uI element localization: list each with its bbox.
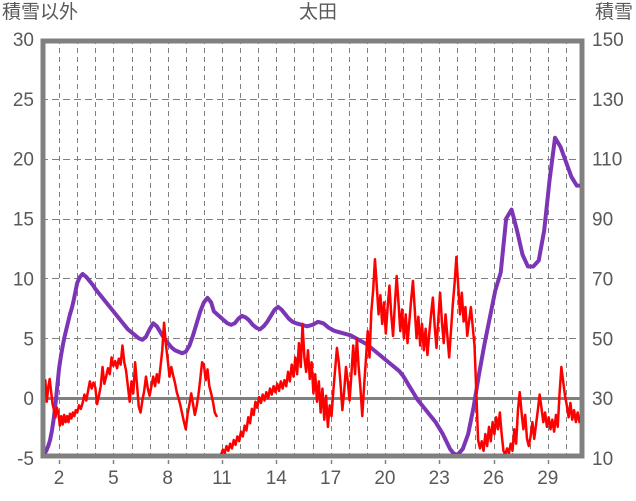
x-axis-tick-label: 23 [429, 468, 450, 489]
x-axis-tick-label: 2 [54, 468, 65, 489]
y2-axis-tick-label: 90 [592, 210, 613, 231]
x-axis-tick-label: 26 [483, 468, 504, 489]
y2-axis-tick-label: 30 [592, 389, 613, 410]
y2-axis-tick-label: 70 [592, 269, 613, 290]
y-axis-tick-label: 30 [13, 30, 34, 51]
x-axis-tick-label: 5 [108, 468, 119, 489]
y2-axis-tick-label: 10 [592, 449, 613, 470]
y-axis-tick-label: 15 [13, 210, 34, 231]
series-layer [45, 135, 580, 454]
x-axis-tick-label: 29 [537, 468, 558, 489]
x-axis-tick-label: 17 [320, 468, 341, 489]
grid-layer [41, 39, 584, 458]
x-axis-tick-label: 11 [212, 468, 232, 489]
y2-axis-tick-label: 150 [592, 30, 624, 51]
x-axis-tick-label: 20 [374, 468, 395, 489]
right-axis-caption: 積雪 [594, 2, 633, 23]
y-axis-tick-label: 10 [13, 269, 34, 290]
y-axis-tick-label: 20 [13, 150, 34, 171]
x-axis-tick-label: 14 [266, 468, 288, 489]
y2-axis-tick-label: 130 [592, 90, 624, 111]
y-axis-tick-label: 5 [23, 329, 34, 350]
left-axis-caption: 積雪以外 [2, 2, 79, 23]
frame-layer [40, 38, 585, 464]
page-title: 太田 [298, 2, 337, 23]
y2-axis-tick-label: 50 [592, 329, 613, 350]
x-axis-tick-label: 8 [162, 468, 173, 489]
y-axis-tick-label: -5 [17, 449, 34, 470]
y-axis-tick-label: 25 [13, 90, 34, 111]
y2-axis-tick-label: 110 [592, 150, 622, 171]
y-axis-tick-label: 0 [23, 389, 34, 410]
